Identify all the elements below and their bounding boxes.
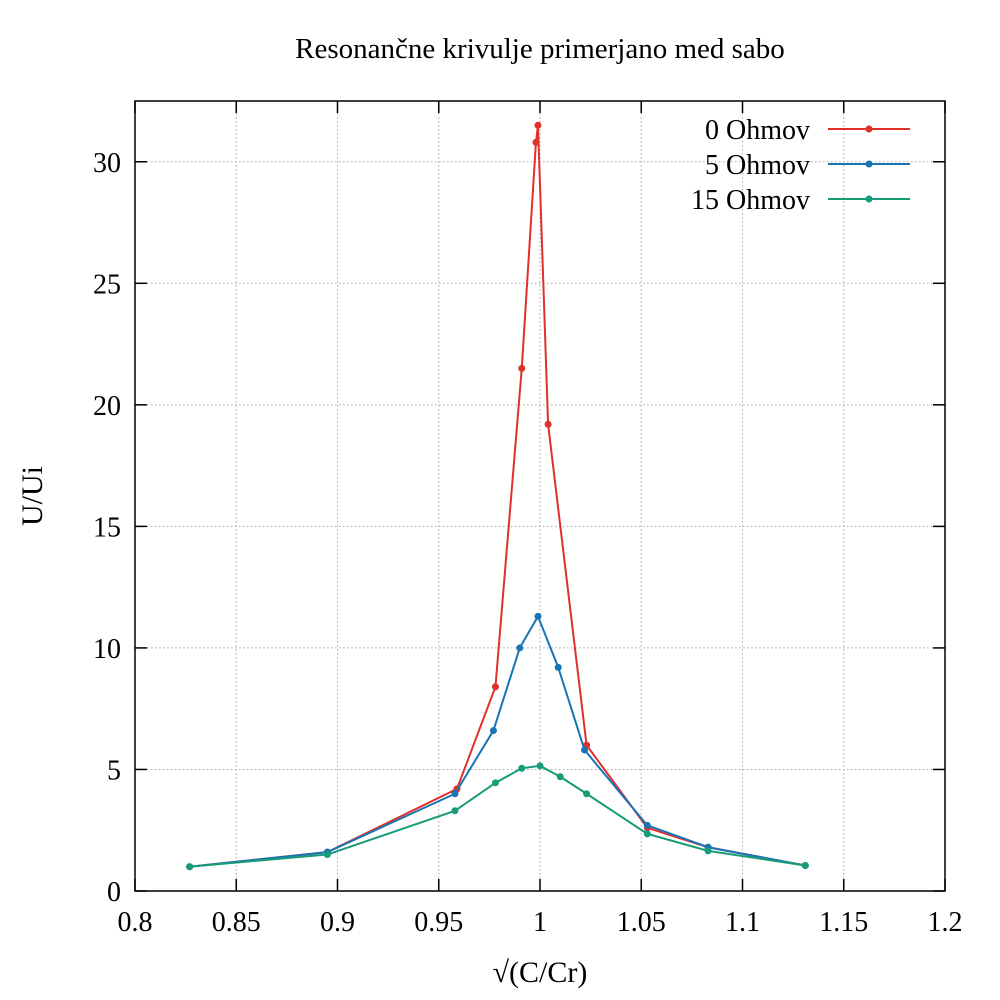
data-point xyxy=(489,727,497,735)
data-point xyxy=(583,790,591,798)
legend: 0 Ohmov 5 Ohmov 15 Ohmov xyxy=(691,115,910,216)
y-tick-label: 0 xyxy=(107,877,121,908)
x-tick-label: 0.85 xyxy=(212,907,261,938)
plot-frame xyxy=(134,100,946,892)
data-point xyxy=(643,830,651,838)
data-point xyxy=(544,420,552,428)
y-axis-label: U/Ui xyxy=(16,466,49,526)
series-0 xyxy=(186,121,809,871)
x-axis-label: √(C/Cr) xyxy=(493,956,588,989)
y-tick-label: 30 xyxy=(93,148,121,179)
data-point xyxy=(532,138,540,146)
legend-item: 5 Ohmov xyxy=(705,150,910,181)
data-point xyxy=(534,121,542,129)
data-point xyxy=(451,790,459,798)
grid xyxy=(134,101,946,892)
data-point xyxy=(518,764,526,772)
legend-label: 5 Ohmov xyxy=(705,150,810,181)
axis-ticks: 0.8 0.85 0.9 0.95 1 1.05 1.1 1.15 1.2 0 5 10 15 20 25 3… xyxy=(93,101,963,938)
legend-marker xyxy=(865,195,873,203)
x-tick-label: 0.95 xyxy=(414,907,463,938)
x-tick-label: 0.8 xyxy=(118,907,153,938)
data-point xyxy=(491,779,499,787)
data-point xyxy=(801,861,809,869)
data-point xyxy=(556,773,564,781)
y-tick-label: 25 xyxy=(93,269,121,300)
series-2 xyxy=(186,762,809,871)
data-point xyxy=(518,364,526,372)
series-line xyxy=(189,124,806,868)
legend-marker xyxy=(865,125,873,133)
data-point xyxy=(534,612,542,620)
legend-item: 15 Ohmov xyxy=(691,185,910,216)
x-tick-label: 1.2 xyxy=(928,907,963,938)
y-tick-label: 5 xyxy=(107,755,121,786)
data-point xyxy=(516,644,524,652)
data-point xyxy=(491,683,499,691)
data-point xyxy=(704,847,712,855)
series-lines xyxy=(186,121,809,871)
legend-label: 0 Ohmov xyxy=(705,115,810,146)
y-tick-label: 20 xyxy=(93,391,121,422)
data-point xyxy=(451,807,459,815)
x-tick-label: 1.15 xyxy=(819,907,868,938)
x-tick-label: 1 xyxy=(533,907,547,938)
data-point xyxy=(186,863,194,871)
data-point xyxy=(323,851,331,859)
data-point xyxy=(536,762,544,770)
y-tick-label: 15 xyxy=(93,512,121,543)
y-tick-label: 10 xyxy=(93,634,121,665)
data-point xyxy=(581,746,589,754)
data-point xyxy=(643,821,651,829)
data-point xyxy=(554,663,562,671)
x-tick-label: 1.05 xyxy=(617,907,666,938)
legend-item: 0 Ohmov xyxy=(705,115,910,146)
x-tick-label: 1.1 xyxy=(725,907,760,938)
x-tick-label: 0.9 xyxy=(320,907,355,938)
chart-title: Resonančne krivulje primerjano med sabo xyxy=(295,33,785,65)
legend-marker xyxy=(865,160,873,168)
legend-label: 15 Ohmov xyxy=(691,185,810,216)
